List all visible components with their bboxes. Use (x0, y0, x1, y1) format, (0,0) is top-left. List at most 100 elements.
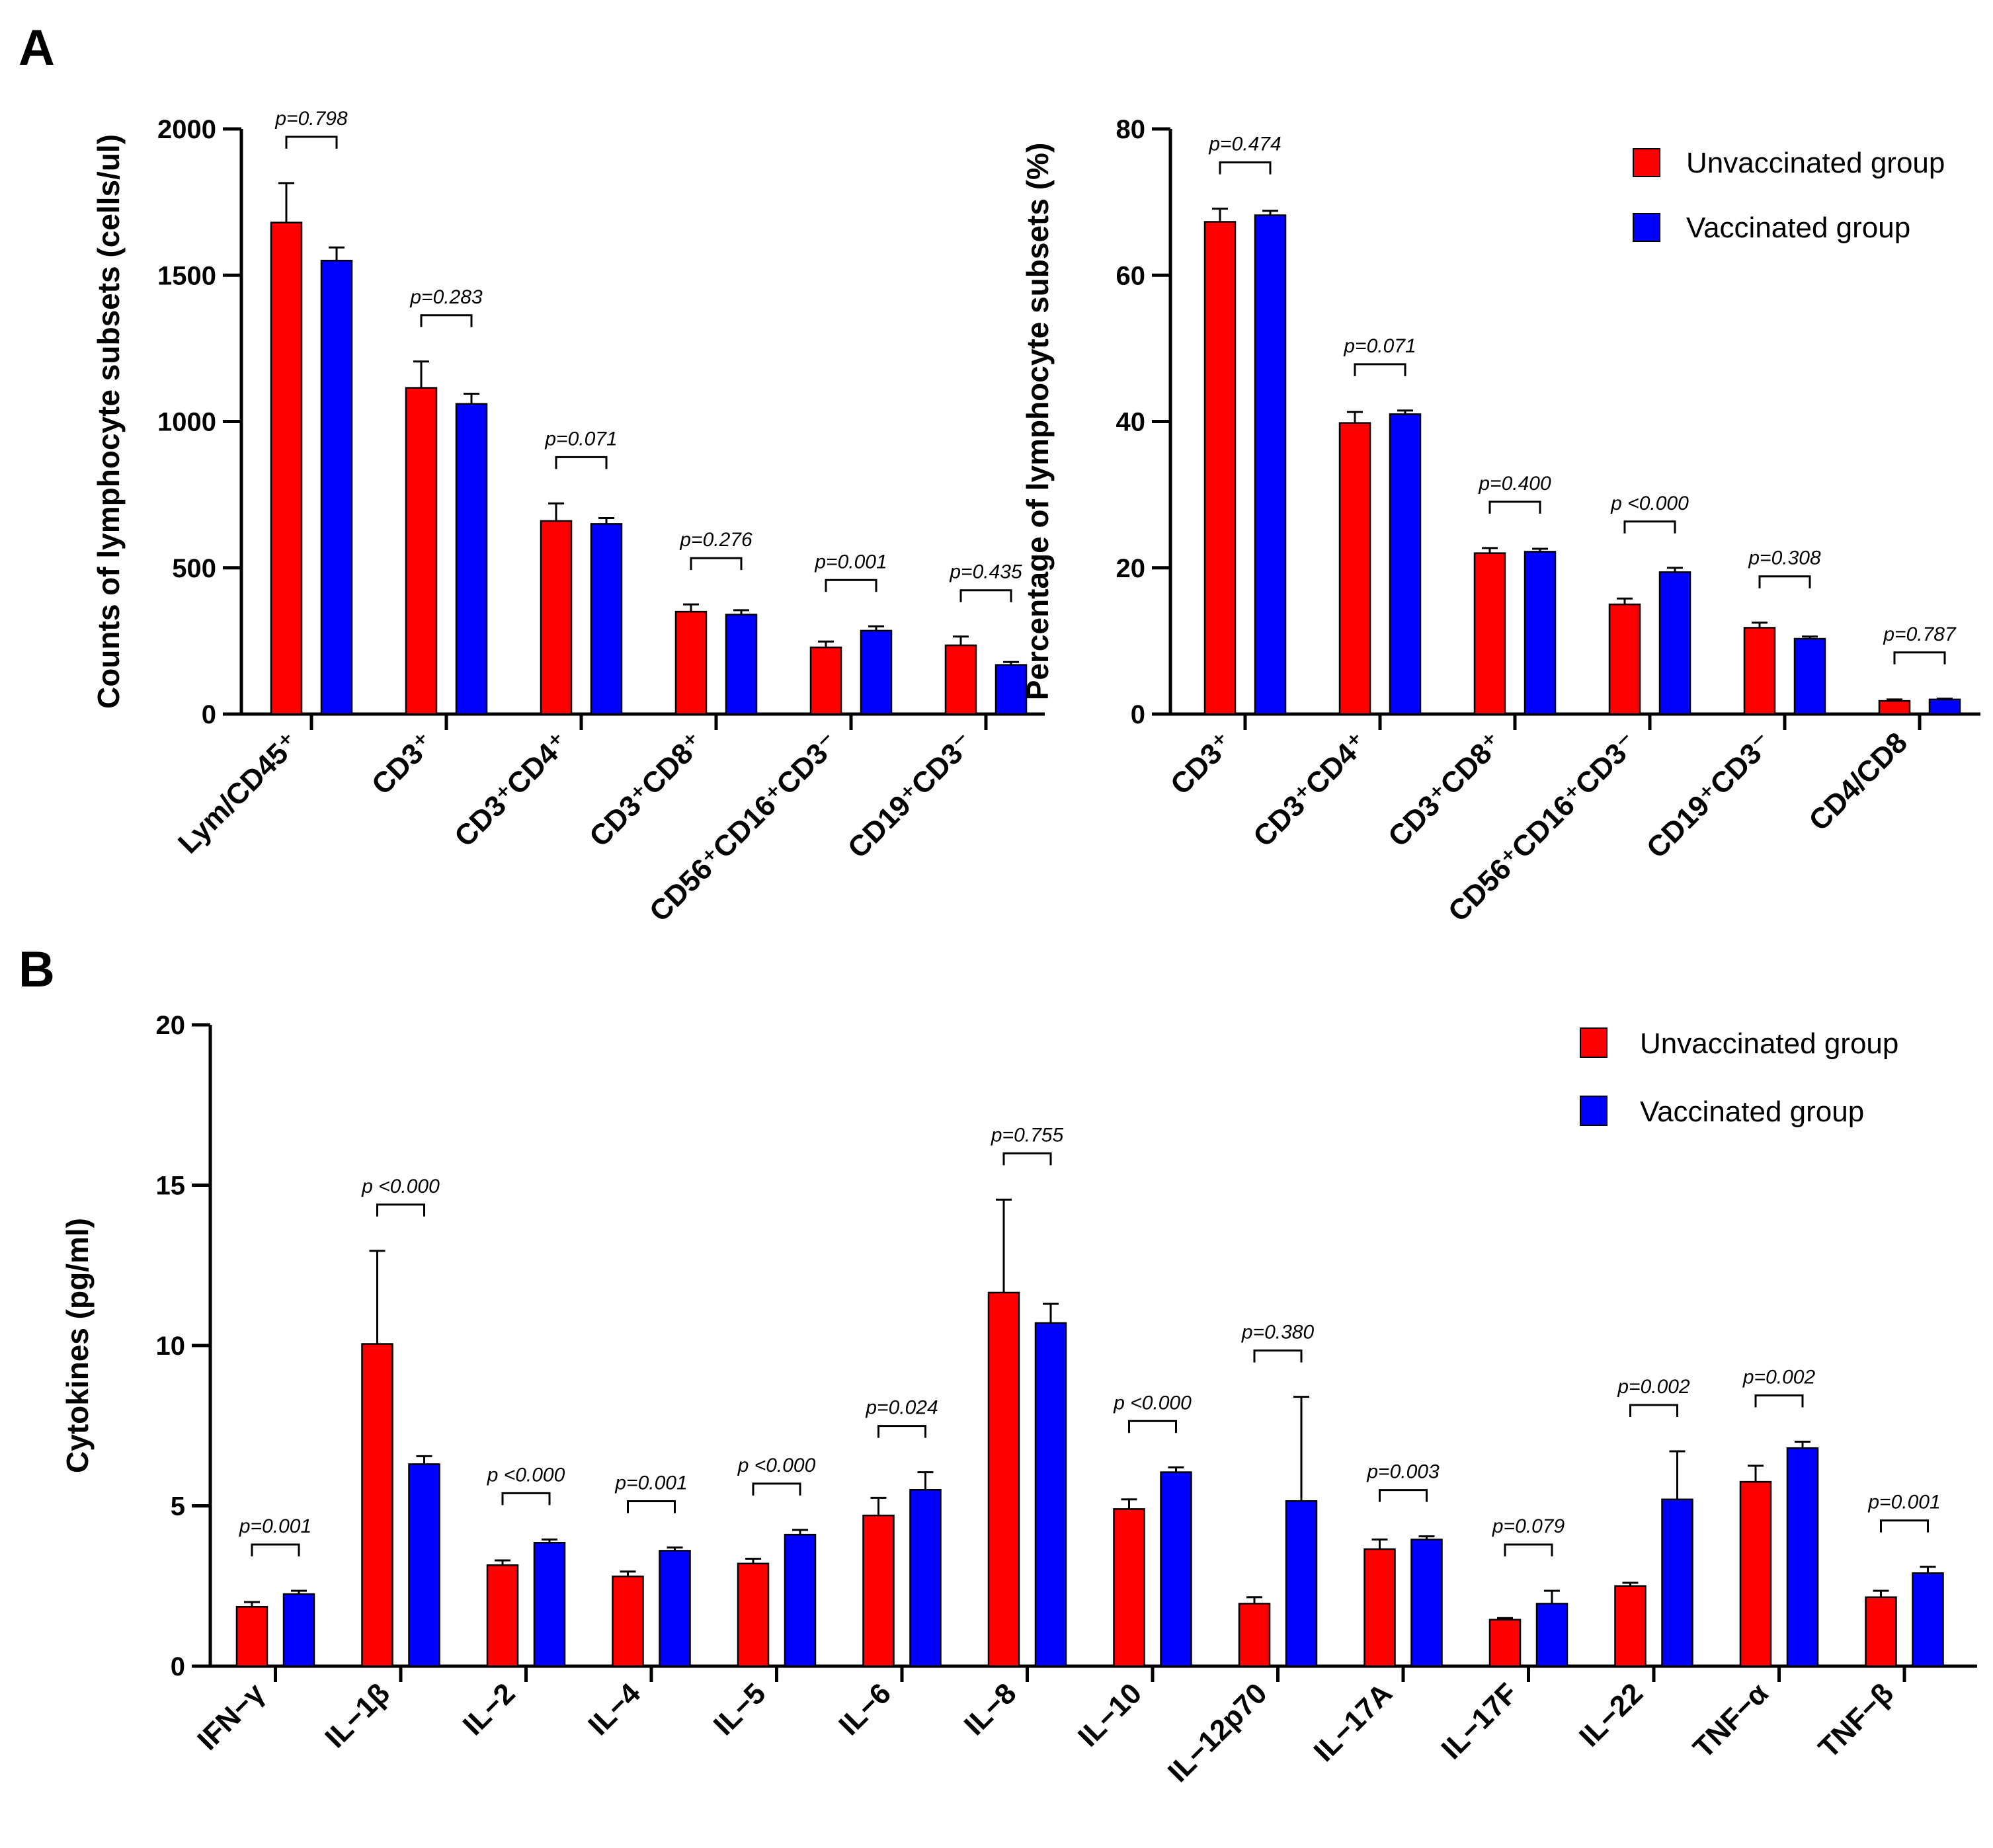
x-category-label: Lym/CD45⁺ (172, 726, 305, 860)
p-value-bracket (752, 1482, 801, 1496)
p-value-bracket (877, 1425, 926, 1438)
x-category-label: IL−17F (1435, 1677, 1524, 1765)
bar-vaccinated (1793, 637, 1826, 715)
y-axis-title: Counts of lymphocyte subsets (cells/ul) (91, 134, 126, 709)
y-tick-label: 0 (1131, 700, 1145, 729)
bar-unvaccinated (809, 646, 842, 715)
p-value-label: p=0.079 (1492, 1515, 1565, 1537)
p-value-bracket (959, 589, 1012, 602)
bar-unvaccinated (405, 387, 438, 715)
p-value-label: p=0.798 (274, 108, 348, 130)
bar-unvaccinated (987, 1291, 1020, 1667)
y-tick-label: 20 (156, 1011, 186, 1040)
bar-unvaccinated (1363, 1548, 1396, 1667)
p-value-label: p=0.435 (949, 561, 1022, 583)
y-tick-label: 40 (1116, 408, 1146, 437)
bar-vaccinated (1524, 551, 1557, 715)
bar-unvaccinated (1473, 552, 1506, 715)
p-value-bracket (1754, 1394, 1804, 1408)
panel-letter-b: B (19, 942, 55, 998)
y-tick-label: 1000 (157, 408, 216, 437)
bar-vaccinated (590, 523, 623, 715)
p-value-bracket (1758, 575, 1811, 588)
bar-vaccinated (1535, 1603, 1568, 1667)
bar-unvaccinated (1878, 700, 1911, 715)
x-category-label: CD3⁺CD8⁺ (583, 726, 710, 853)
p-value-label: p <0.000 (1610, 493, 1689, 514)
y-tick-label: 20 (1116, 554, 1146, 583)
bar-vaccinated (1389, 413, 1422, 715)
p-value-label: p=0.474 (1208, 134, 1281, 155)
legend-swatch-unvaccinated (1633, 148, 1660, 177)
p-value-label: p=0.024 (865, 1397, 938, 1419)
p-value-label: p=0.380 (1241, 1322, 1315, 1344)
y-tick-label: 2000 (157, 115, 216, 144)
chart-lymphocyte-counts: 0 500 1000 1500 2000 Counts of lymphocyte sub… (91, 108, 1045, 928)
bar-vaccinated (1160, 1471, 1192, 1667)
legend: Unvaccinated group Vaccinated group (1580, 1027, 1898, 1128)
legend-swatch-unvaccinated (1580, 1027, 1607, 1058)
bar-vaccinated (784, 1533, 817, 1667)
panel-letter-a: A (19, 20, 55, 76)
x-category-label: CD3⁺CD4⁺ (1247, 726, 1374, 853)
p-value-label: p=0.001 (814, 551, 887, 573)
x-category-label: IL−5 (708, 1677, 772, 1742)
legend-label-unvaccinated: Unvaccinated group (1640, 1027, 1898, 1060)
bar-unvaccinated (612, 1575, 644, 1667)
bar-unvaccinated (361, 1343, 393, 1667)
bar-unvaccinated (1614, 1585, 1647, 1667)
p-value-bracket (251, 1543, 300, 1557)
bar-vaccinated (282, 1593, 315, 1667)
bar-vaccinated (659, 1550, 691, 1667)
bar-vaccinated (1928, 698, 1961, 715)
x-category-label: IL−10 (1072, 1677, 1148, 1753)
p-value-bracket (1623, 520, 1676, 534)
p-value-label: p <0.000 (737, 1455, 816, 1476)
bar-unvaccinated (944, 644, 977, 715)
p-value-label: p=0.071 (544, 428, 617, 450)
x-category-label: IL−6 (833, 1677, 897, 1742)
bar-vaccinated (1410, 1539, 1443, 1667)
y-tick-label: 80 (1116, 115, 1146, 144)
p-value-label: p=0.002 (1742, 1367, 1816, 1388)
p-value-bracket (825, 579, 877, 592)
p-value-bracket (627, 1500, 676, 1513)
p-value-label: p=0.001 (614, 1472, 687, 1494)
p-value-bracket (690, 557, 743, 571)
p-value-bracket (1354, 363, 1406, 376)
x-category-label: CD19⁺CD3⁻ (1641, 726, 1779, 864)
bar-vaccinated (1786, 1447, 1819, 1667)
bar-vaccinated (725, 614, 758, 715)
x-category-label: IL−4 (582, 1677, 647, 1742)
y-axis-title: Cytokines (pg/ml) (60, 1218, 95, 1473)
bar-unvaccinated (235, 1606, 268, 1667)
bar-vaccinated (1912, 1572, 1944, 1667)
bar-vaccinated (1254, 214, 1287, 715)
p-value-bracket (1488, 501, 1541, 514)
p-value-label: p=0.276 (679, 529, 752, 551)
bar-unvaccinated (1739, 1480, 1772, 1667)
p-value-label: p=0.308 (1748, 547, 1821, 569)
y-tick-label: 10 (156, 1332, 186, 1361)
p-value-bracket (1880, 1519, 1929, 1533)
bar-unvaccinated (1608, 603, 1641, 715)
x-category-label: IL−17A (1308, 1677, 1399, 1768)
y-tick-label: 0 (171, 1652, 185, 1681)
bar-vaccinated (1034, 1322, 1067, 1667)
p-value-bracket (1379, 1489, 1428, 1502)
p-value-bracket (420, 314, 473, 327)
bar-vaccinated (1661, 1498, 1693, 1667)
bar-unvaccinated (1865, 1596, 1897, 1667)
p-value-bracket (555, 456, 608, 469)
p-value-label: p=0.787 (1883, 623, 1957, 645)
bar-vaccinated (533, 1542, 566, 1667)
x-category-label: CD3⁺CD8⁺ (1382, 726, 1509, 853)
p-value-bracket (1219, 161, 1272, 175)
chart-lymphocyte-percentage: 0 20 40 60 80 Percentage of lymphocyte subset… (1020, 115, 1980, 928)
p-value-bracket (1504, 1543, 1553, 1557)
legend-swatch-vaccinated (1580, 1096, 1607, 1126)
x-category-label: CD19⁺CD3⁻ (842, 726, 980, 864)
legend-label-unvaccinated: Unvaccinated group (1686, 147, 1945, 179)
p-value-label: p=0.755 (991, 1124, 1064, 1146)
y-tick-label: 5 (171, 1492, 185, 1521)
